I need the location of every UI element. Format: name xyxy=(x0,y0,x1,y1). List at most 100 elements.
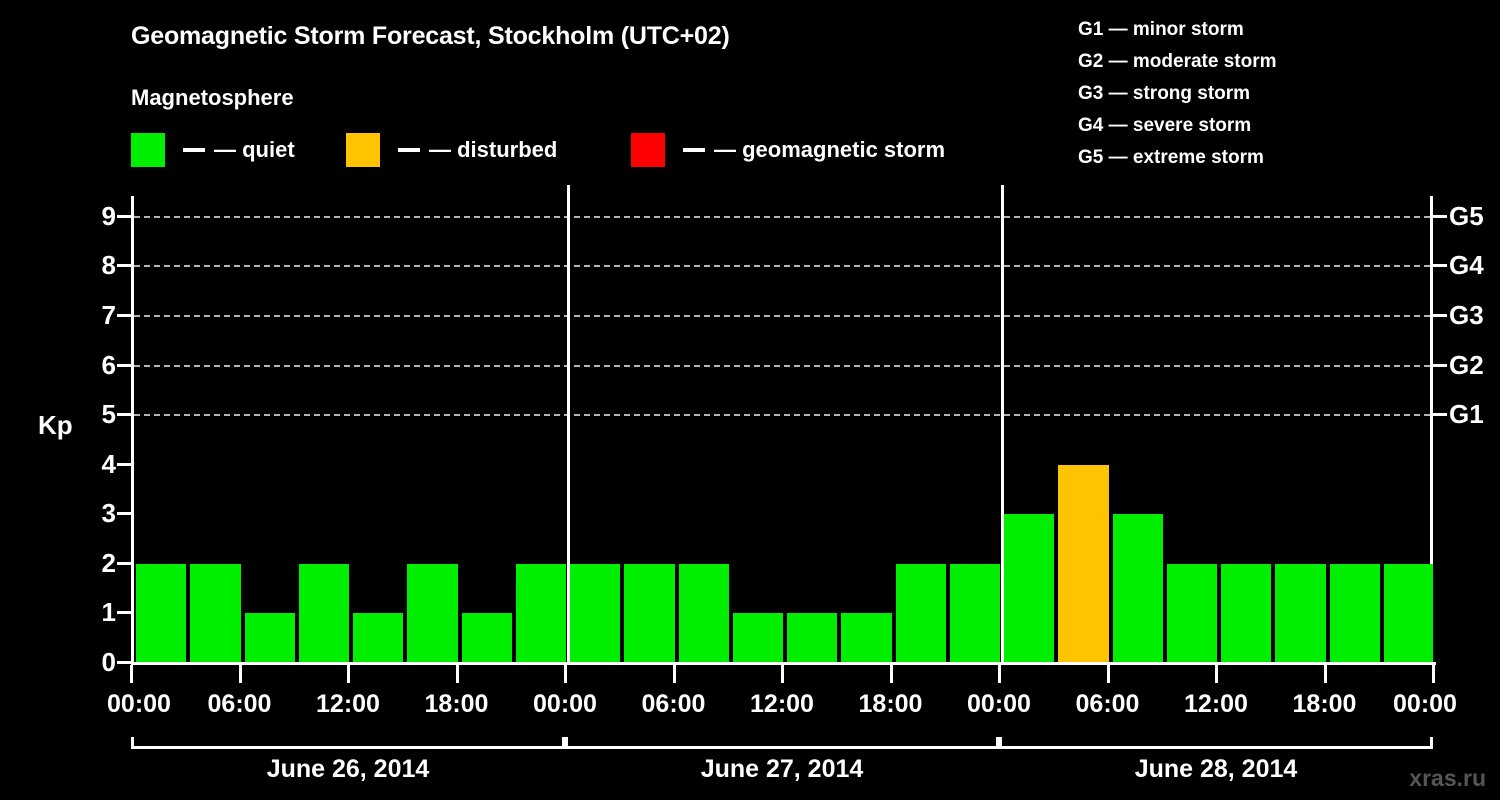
legend-entry: — quiet xyxy=(131,133,295,167)
chart-bar xyxy=(1004,514,1055,663)
chart-bar xyxy=(190,563,241,663)
x-axis-tick-label: 00:00 xyxy=(533,690,597,718)
x-axis-tick-label: 18:00 xyxy=(424,690,489,718)
g-axis-tick xyxy=(1433,413,1447,417)
y-axis-tick-label: 9 xyxy=(101,200,116,231)
y-axis-tick-label: 3 xyxy=(101,498,116,529)
y-axis-tick xyxy=(117,214,131,218)
day-bracket xyxy=(131,737,565,749)
x-axis-tick xyxy=(1323,665,1327,683)
legend-color-swatch xyxy=(131,133,165,167)
x-axis-tick xyxy=(130,665,133,683)
y-axis-tick-label: 8 xyxy=(101,250,116,281)
day-separator xyxy=(567,185,570,662)
x-axis-tick-label: 00:00 xyxy=(1393,690,1457,718)
legend-dash-icon xyxy=(683,148,705,152)
chart-bar xyxy=(1383,563,1433,663)
y-axis-tick-label: 6 xyxy=(101,349,116,380)
x-axis-tick-label: 06:00 xyxy=(1075,690,1140,718)
chart-bar xyxy=(136,563,187,663)
g-scale-legend: G1 — minor storm G2 — moderate storm G3 — … xyxy=(1078,14,1277,174)
g-scale-legend-row: G5 — extreme storm xyxy=(1078,147,1264,168)
y-axis-tick xyxy=(117,611,131,615)
y-axis-tick xyxy=(117,661,131,664)
y-axis-tick-label: 7 xyxy=(101,299,116,330)
x-axis-tick xyxy=(238,665,242,683)
gridline xyxy=(134,265,1430,268)
chart-bar xyxy=(1221,563,1272,663)
y-axis-tick-label: 2 xyxy=(101,547,116,578)
y-axis-tick-label: 0 xyxy=(101,647,116,677)
gridline xyxy=(134,414,1430,417)
chart-bar xyxy=(787,613,838,663)
x-axis-tick xyxy=(998,665,1001,683)
chart-bar xyxy=(298,563,349,663)
legend-dash-icon xyxy=(183,148,205,152)
day-bracket xyxy=(999,737,1433,749)
x-axis-tick-label: 12:00 xyxy=(750,690,814,718)
chart-bar xyxy=(244,613,295,663)
g-scale-legend-row: G2 — moderate storm xyxy=(1078,51,1277,72)
x-axis-tick-label: 06:00 xyxy=(641,690,706,718)
g-scale-legend-row: G3 — strong storm xyxy=(1078,83,1251,104)
plot-inner xyxy=(134,185,1433,663)
y-axis-tick-label: 5 xyxy=(101,399,116,430)
chart-bar xyxy=(678,563,729,663)
y-axis-tick xyxy=(117,313,131,317)
y-axis-tick-label: 1 xyxy=(101,597,116,628)
g-scale-legend-row: G4 — severe storm xyxy=(1078,115,1252,136)
y-axis-tick xyxy=(117,561,131,565)
legend-color-swatch xyxy=(346,133,380,167)
y-axis-title: Kp xyxy=(38,410,73,440)
x-axis-tick xyxy=(347,665,350,683)
chart-bar xyxy=(1058,464,1109,663)
x-axis-tick-label: 12:00 xyxy=(1184,690,1248,718)
y-axis-tick xyxy=(117,462,131,466)
y-axis-tick xyxy=(117,512,131,516)
legend-label: — geomagnetic storm xyxy=(714,137,946,162)
chart-bar xyxy=(732,613,783,663)
chart-bar xyxy=(353,613,404,663)
y-axis-tick xyxy=(117,363,131,367)
chart-bar xyxy=(624,563,675,663)
gridline xyxy=(134,215,1430,218)
watermark: xras.ru xyxy=(1409,765,1486,791)
x-axis-tick xyxy=(564,665,567,683)
legend-entry: — geomagnetic storm xyxy=(631,133,945,167)
page-title: Geomagnetic Storm Forecast, Stockholm (U… xyxy=(131,22,730,50)
g-axis-tick-label: G3 xyxy=(1449,299,1484,330)
legend-label: — quiet xyxy=(214,137,295,162)
chart-bar xyxy=(1329,563,1380,663)
x-axis-tick xyxy=(1215,665,1218,683)
y-axis-tick-label: 4 xyxy=(101,448,116,479)
x-axis-tick-label: 12:00 xyxy=(316,690,380,718)
chart-bar xyxy=(1166,563,1217,663)
x-axis-tick-label: 00:00 xyxy=(967,690,1031,718)
day-label: June 26, 2014 xyxy=(266,755,430,783)
x-axis-baseline xyxy=(131,662,1436,665)
g-axis-tick xyxy=(1433,363,1447,367)
x-axis-tick-label: 00:00 xyxy=(107,690,171,718)
chart-bar xyxy=(461,613,512,663)
x-axis-tick-label: 18:00 xyxy=(858,690,923,718)
g-axis-tick xyxy=(1433,264,1447,268)
g-axis-tick-label: G4 xyxy=(1449,250,1484,281)
y-axis-tick xyxy=(117,264,131,268)
g-axis-tick-label: G2 xyxy=(1449,349,1484,380)
g-scale-legend-row: G1 — minor storm xyxy=(1078,19,1244,40)
day-label: June 27, 2014 xyxy=(700,755,864,783)
x-axis-tick xyxy=(889,665,893,683)
day-label: June 28, 2014 xyxy=(1134,755,1298,783)
day-bracket xyxy=(565,737,999,749)
chart-bar xyxy=(570,563,621,663)
x-axis-tick xyxy=(672,665,676,683)
legend-dash-icon xyxy=(398,148,420,152)
gridline xyxy=(134,364,1430,367)
y-axis-tick xyxy=(117,413,131,417)
legend-color-swatch xyxy=(631,133,665,167)
chart-bar xyxy=(949,563,1000,663)
x-axis-tick xyxy=(1106,665,1110,683)
chart-bar xyxy=(841,613,892,663)
legend-label: — disturbed xyxy=(429,137,558,162)
day-separator xyxy=(1001,185,1004,662)
